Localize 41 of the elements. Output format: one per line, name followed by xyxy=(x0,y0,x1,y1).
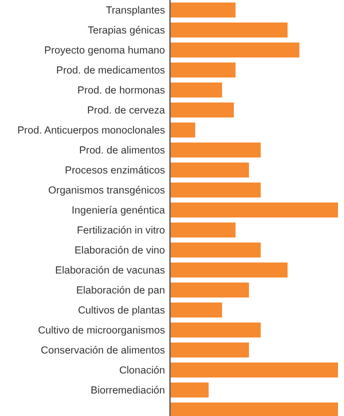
bar xyxy=(170,82,222,98)
y-tick-label: Prod. de cerveza xyxy=(87,106,166,117)
y-tick-label: Elaboración de vino xyxy=(74,246,166,257)
bar xyxy=(170,282,249,298)
bar xyxy=(170,202,338,218)
y-tick-label: Elaboración de pan xyxy=(76,286,166,297)
bar xyxy=(170,362,338,378)
bar xyxy=(170,62,236,78)
bar xyxy=(170,2,236,18)
y-tick-label: Procesos enzimáticos xyxy=(64,166,165,177)
bar xyxy=(170,102,234,118)
y-tick-label: Prod. de medicamentos xyxy=(56,66,165,77)
y-tick-label: Fertilización in vitro xyxy=(76,226,166,237)
y-tick-label: Organismos transgénicos xyxy=(48,186,165,197)
bar xyxy=(170,242,261,258)
y-tick-label: Transplantes xyxy=(106,6,165,17)
bar xyxy=(170,342,249,358)
y-tick-label: Prod. Anticuerpos monoclonales xyxy=(17,126,165,137)
bar xyxy=(170,262,288,278)
y-tick-label: Cultivos de plantas xyxy=(78,306,165,317)
y-tick-label: Clonación xyxy=(119,366,166,377)
bar xyxy=(170,162,249,178)
y-tick-label: Proyecto genoma humano xyxy=(44,46,166,57)
bar xyxy=(170,322,261,338)
y-tick-label: Prod. de hormonas xyxy=(77,86,165,97)
bar xyxy=(170,42,300,58)
bar xyxy=(170,182,261,198)
bar xyxy=(170,382,209,398)
y-tick-label: Cultivo de microorganismos xyxy=(38,326,165,337)
bar xyxy=(170,142,261,158)
bar xyxy=(170,22,288,38)
y-tick-label: Terapias génicas xyxy=(88,26,165,37)
y-tick-label: Elaboración de vacunas xyxy=(55,266,165,277)
y-tick-label: Ingeniería genéntica xyxy=(72,206,166,217)
bar xyxy=(170,402,338,416)
bar xyxy=(170,222,236,238)
bar xyxy=(170,302,222,318)
y-tick-label: Prod. de alimentos xyxy=(79,146,165,157)
bar xyxy=(170,122,196,138)
y-tick-label: Biorremediación xyxy=(90,386,166,397)
y-tick-label: Conservación de alimentos xyxy=(40,346,165,357)
